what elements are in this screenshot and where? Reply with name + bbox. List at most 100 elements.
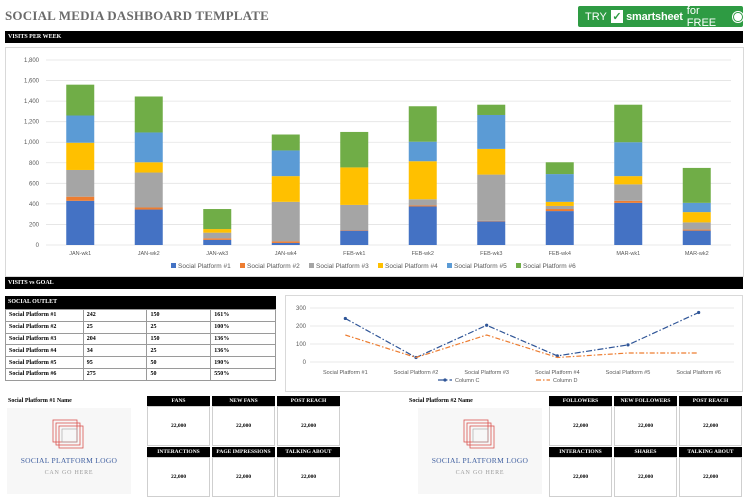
metric-cell <box>614 457 677 497</box>
metric-cell <box>147 457 210 497</box>
platform1-logo-icon <box>52 419 84 449</box>
x-tick-label: JAN-wk1 <box>69 251 91 257</box>
x-tick-label: FEB-wk4 <box>549 251 571 257</box>
metric-label: INTERACTIONS <box>147 447 210 457</box>
metric-cell <box>212 457 275 497</box>
bar-segment <box>340 167 369 205</box>
x-tick-label: Social Platform #4 <box>535 370 580 376</box>
metric-value: 22,000 <box>572 474 589 480</box>
bar-segment <box>271 134 300 151</box>
legend-swatch <box>378 263 383 268</box>
metric-value: 22,000 <box>300 474 317 480</box>
y-tick-label: 300 <box>296 306 307 312</box>
platform2-logo: SOCIAL PLATFORM LOGO CAN GO HERE <box>418 408 542 494</box>
outlet-row: Social Platform #5 95 50 190% <box>5 356 276 369</box>
outlet-percent: 161% <box>210 309 276 322</box>
legend-marker <box>443 378 447 382</box>
metric-label: TALKING ABOUT <box>277 447 340 457</box>
metric-cell <box>147 406 210 446</box>
outlet-visits: 275 <box>82 367 148 381</box>
legend-swatch <box>447 263 452 268</box>
outlet-goal: 25 <box>146 344 212 358</box>
visits-vs-goal-chart-frame: 0 100 200 300 Social Platform #1 Social Platf… <box>285 295 743 392</box>
bar-segment <box>66 142 95 170</box>
bar-segment <box>203 232 232 239</box>
metric-value: 22,000 <box>637 423 654 429</box>
outlet-platform-name: Social Platform #3 <box>5 332 84 346</box>
platform2-logo-icon <box>463 419 495 449</box>
series-line <box>345 334 699 359</box>
bar-segment <box>408 199 437 206</box>
outlet-goal: 50 <box>146 356 212 369</box>
metric-label: TALKING ABOUT <box>679 447 742 457</box>
metric-cell <box>277 457 340 497</box>
bar-segment <box>271 241 300 243</box>
bar-segment <box>134 207 163 210</box>
outlet-percent: 190% <box>210 356 276 369</box>
metric-cell <box>212 406 275 446</box>
bar-segment <box>614 176 643 185</box>
y-tick-label: 100 <box>296 342 307 348</box>
platform1-name: Social Platform #1 Name <box>8 398 72 404</box>
series-line <box>345 311 699 359</box>
bar-segment <box>271 242 300 245</box>
series-point <box>697 310 701 315</box>
social-outlet-table: Social Platform #1 242 150 161% Social Platf… <box>5 309 276 381</box>
metric-label: NEW FOLLOWERS <box>614 396 677 406</box>
bar-segment <box>408 106 437 142</box>
y-tick-label: 1,600 <box>24 79 40 85</box>
bar-segment <box>545 201 574 206</box>
outlet-visits: 204 <box>82 332 148 346</box>
bar-segment <box>66 200 95 245</box>
platform2-card: Social Platform #2 Name SOCIAL PLATFORM … <box>406 396 743 498</box>
social-outlet-header: SOCIAL OUTLET <box>5 296 276 309</box>
outlet-percent: 550% <box>210 367 276 381</box>
y-tick-label: 800 <box>29 161 40 167</box>
y-tick-label: 1,400 <box>24 99 40 105</box>
metric-label: POST REACH <box>679 396 742 406</box>
metric-value: 22,000 <box>170 474 187 480</box>
x-tick-label: JAN-wk2 <box>138 251 160 257</box>
x-tick-label: MAR-wk2 <box>685 251 709 257</box>
metric-cell <box>549 406 612 446</box>
metric-value: 22,000 <box>572 423 589 429</box>
metric-cell <box>549 457 612 497</box>
bar-segment <box>614 202 643 245</box>
bar-segment <box>66 169 95 197</box>
x-tick-label: JAN-wk4 <box>275 251 297 257</box>
platform1-logo-title: SOCIAL PLATFORM LOGO <box>20 456 118 465</box>
bar-segment <box>614 200 643 203</box>
y-tick-label: 0 <box>36 243 40 249</box>
bar-segment <box>682 212 711 223</box>
legend-label: Column D <box>553 378 577 384</box>
bar-segment <box>408 205 437 207</box>
y-tick-label: 600 <box>29 181 40 187</box>
bar-segment <box>408 206 437 245</box>
visits-per-week-header: VISITS PER WEEK <box>5 31 743 43</box>
bar-segment <box>545 211 574 245</box>
bar-segment <box>614 142 643 177</box>
outlet-goal: 50 <box>146 367 212 381</box>
outlet-row: Social Platform #6 275 50 550% <box>5 367 276 381</box>
bar-segment <box>477 104 506 115</box>
bar-segment <box>203 209 232 230</box>
y-tick-label: 400 <box>29 202 40 208</box>
page-title: SOCIAL MEDIA DASHBOARD TEMPLATE <box>5 8 269 23</box>
bar-segment <box>477 221 506 245</box>
legend-label: Social Platform #6 <box>523 263 576 270</box>
x-tick-label: MAR-wk1 <box>616 251 640 257</box>
bar-segment <box>134 132 163 163</box>
bar-segment <box>408 161 437 200</box>
metric-value: 22,000 <box>235 423 252 429</box>
bar-segment <box>682 222 711 230</box>
metric-value: 22,000 <box>702 474 719 480</box>
bar-segment <box>477 148 506 175</box>
outlet-percent: 100% <box>210 320 276 334</box>
smartsheet-check-icon: ✓ <box>610 10 624 23</box>
metric-value: 22,000 <box>300 423 317 429</box>
series-point <box>485 323 489 327</box>
bar-segment <box>203 239 232 245</box>
series-point <box>626 343 630 347</box>
smartsheet-promo-button[interactable]: TRY ✓ smartsheet for FREE <box>578 5 743 29</box>
bar-segment <box>477 114 506 149</box>
